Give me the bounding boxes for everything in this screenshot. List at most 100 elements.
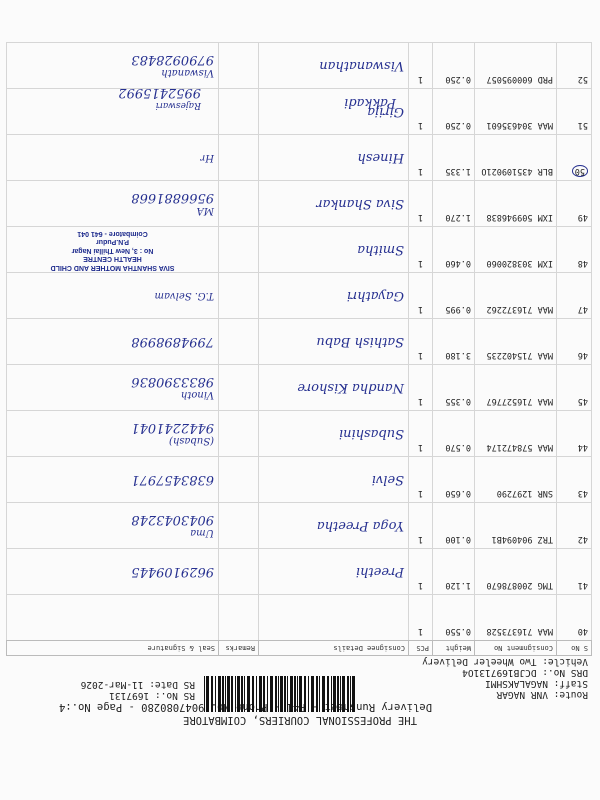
phone-number: 9566881668 [131,190,214,206]
seal-signature: Vinoth 9833390836 [6,364,219,411]
stamp-line: P.N.Pudur [96,238,129,246]
remarks [218,318,259,365]
table-row: 40 MAA 716373528 0.550 1 [6,594,592,641]
barcode-bar [304,676,306,712]
barcode-bar [308,676,309,712]
consignee-details: Nandha Kishore [258,364,409,411]
weight: 0.250 [432,88,475,135]
serial-number: 47 [556,272,592,319]
barcode-bar [294,676,296,712]
pcs: 1 [408,594,433,641]
weight: 0.570 [432,410,475,457]
seal-signature: Viswanath 9790928483 [6,42,219,89]
barcode-bar [347,676,349,712]
footer-consignee: Pakkadi [344,95,396,110]
pcs: 1 [408,410,433,457]
barcode-bar [218,676,221,712]
serial-number-text: 51 [577,120,588,130]
weight: 0.995 [432,272,475,319]
barcode-bar [211,676,213,712]
consignment-number: MAA 715402235 [474,318,557,365]
barcode-bar [352,676,355,712]
remarks [218,502,259,549]
phone-number: 7994898998 [131,334,214,349]
serial-number-text: 52 [577,74,588,84]
consignment-number: MAA 716373528 [474,594,557,641]
barcode-bar [256,676,257,712]
seal-signature [6,594,219,641]
serial-number-text: 48 [577,258,588,268]
remarks [218,134,259,181]
stamp-line: SIVA SHANTHA MOTHER AND CHILD [50,263,175,271]
signature: Vinoth [180,389,214,401]
remarks [218,226,259,273]
consignee-name: Yoga Preetha [316,518,404,533]
barcode-bar [287,676,288,712]
weight: 3.180 [432,318,475,365]
consignment-number: BLR 435109021O [474,134,557,181]
serial-number: 42 [556,502,592,549]
remarks [218,88,259,135]
signature: Viswanath [161,67,214,79]
pcs: 1 [408,180,433,227]
table-row: 42 TRZ 904094B1 0.100 1 Yoga Preetha Uma 90430… [6,502,592,549]
pcs: 1 [408,226,433,273]
seal-signature: SIVA SHANTHA MOTHER AND CHILD HEALTH CENT… [6,226,219,273]
remarks [218,594,259,641]
serial-number-text: 49 [577,212,588,222]
footer-signature: Rajeswari [155,100,201,110]
pcs: 1 [408,502,433,549]
serial-number: 45 [556,364,592,411]
table-row: 49 IXM 509946838 1.270 1 Siva Shankar MA 95668… [6,180,592,227]
rs-date: RS Date: 11-Mar-2026 [80,679,195,690]
pcs: 1 [408,272,433,319]
consignee-name: Preethi [355,564,404,579]
barcode-bar [278,676,279,712]
seal-signature: Hr [6,134,219,181]
consignee-details: Subashini [258,410,409,457]
barcode-bar [222,676,224,712]
serial-number-text: 50 [571,165,588,177]
seal-signature: MA 9566881668 [6,180,219,227]
barcode-bar [311,676,314,712]
consignee-details: Selvi [258,456,409,503]
weight: 0.550 [432,594,475,641]
barcode-bar [204,676,205,712]
pcs: 1 [408,364,433,411]
barcode-bar [237,676,240,712]
table-row: 51 MAA 304635601 0.250 1 Girija [6,88,592,135]
serial-number-text: 46 [577,350,588,360]
table-row: 43 SNR 1297290 0.650 1 Selvi 6383457971 [6,456,592,503]
seal-stamp: SIVA SHANTHA MOTHER AND CHILD HEALTH CENT… [7,228,218,271]
barcode-bar [333,676,336,712]
table-row: 48 IXM 303820060 0.460 1 Smitha SIVA SHANTHA … [6,226,592,273]
barcode-bar [322,676,325,712]
serial-number: 50 [556,134,592,181]
consignment-number: MAA 304635601 [474,88,557,135]
table-row: 41 TMG 200878670 1.120 1 Preethi 9629109445 [6,548,592,595]
remarks [218,364,259,411]
serial-number: 51 [556,88,592,135]
pcs: 1 [408,42,433,89]
stamp-line: Coimbatore - 641 041 [77,229,148,237]
serial-number: 49 [556,180,592,227]
consignee-details: Yoga Preetha [258,502,409,549]
consignment-number: TMG 200878670 [474,548,557,595]
consignee-name: Nandha Kishore [297,380,404,395]
rs-number: RS No.: 1697131 [109,690,195,701]
serial-number-text: 41 [577,580,588,590]
table-row: 46 MAA 715402235 3.180 1 Sathish Babu 7994898… [6,318,592,365]
weight: 1.335 [432,134,475,181]
signature: Uma [190,527,214,539]
consignment-number: SNR 1297290 [474,456,557,503]
table-row: 44 MAA 578472174 0.570 1 Subashini (Subash) 94… [6,410,592,457]
consignee-details: Hinesh [258,134,409,181]
route: Route: VNR NAGAR [496,689,588,700]
remarks [218,410,259,457]
seal-signature: 9629109445 [6,548,219,595]
barcode-bar [340,676,341,712]
barcode-bar [331,676,332,712]
consignment-number: MAA 716372262 [474,272,557,319]
weight: 0.250 [432,42,475,89]
